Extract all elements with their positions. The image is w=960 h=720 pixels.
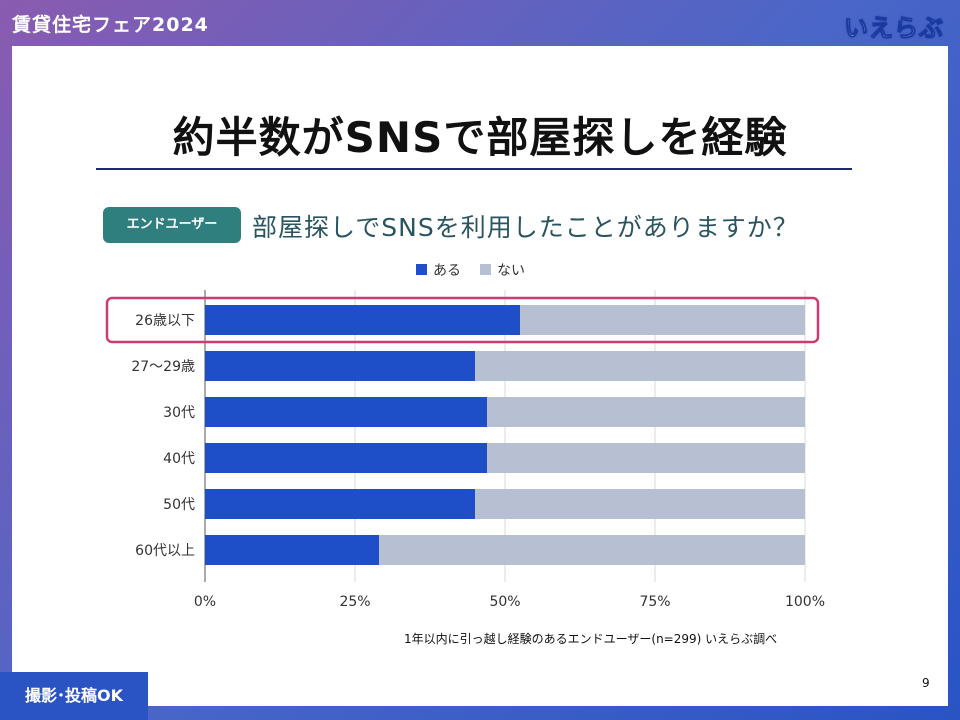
event-title: 賃貸住宅フェア2024 xyxy=(12,14,209,36)
header-bar: 賃貸住宅フェア2024 いえらぶ xyxy=(0,0,960,46)
bar-yes xyxy=(205,397,487,427)
bar-no xyxy=(379,535,805,565)
category-label: 40代 xyxy=(163,451,195,467)
bar-no xyxy=(487,397,805,427)
bar-no xyxy=(475,489,805,519)
legend-label: ある xyxy=(433,263,461,279)
category-label: 27〜29歳 xyxy=(131,359,195,375)
category-label: 26歳以下 xyxy=(135,313,195,329)
bar-yes xyxy=(205,305,520,335)
legend-swatch xyxy=(480,264,491,275)
legend-swatch xyxy=(416,264,427,275)
legend-label: ない xyxy=(497,263,525,279)
category-label: 30代 xyxy=(163,405,195,421)
bar-yes xyxy=(205,443,487,473)
x-tick-label: 25% xyxy=(339,594,370,610)
category-label: 50代 xyxy=(163,497,195,513)
bar-no xyxy=(475,351,805,381)
title-divider xyxy=(96,168,852,170)
photo-ok-label: 撮影･投稿OK xyxy=(0,672,148,720)
survey-question: 部屋探しでSNSを利用したことがありますか？ xyxy=(252,213,799,242)
bar-yes xyxy=(205,489,475,519)
page-number: 9 xyxy=(922,676,930,690)
bar-yes xyxy=(205,351,475,381)
bar-no xyxy=(520,305,805,335)
audience-badge: エンドユーザー xyxy=(103,207,241,243)
x-tick-label: 75% xyxy=(639,594,670,610)
bar-yes xyxy=(205,535,379,565)
category-label: 60代以上 xyxy=(135,543,195,559)
highlight-box xyxy=(105,296,820,344)
source-note: 1年以内に引っ越し経験のあるエンドユーザー(n=299) いえらぶ調べ xyxy=(404,632,778,646)
iearabu-logo: いえらぶ xyxy=(844,14,944,43)
x-tick-label: 100% xyxy=(785,594,825,610)
bar-no xyxy=(487,443,805,473)
x-tick-label: 0% xyxy=(194,594,216,610)
x-tick-label: 50% xyxy=(489,594,520,610)
slide-title: 約半数がSNSで部屋探しを経験 xyxy=(172,113,788,162)
